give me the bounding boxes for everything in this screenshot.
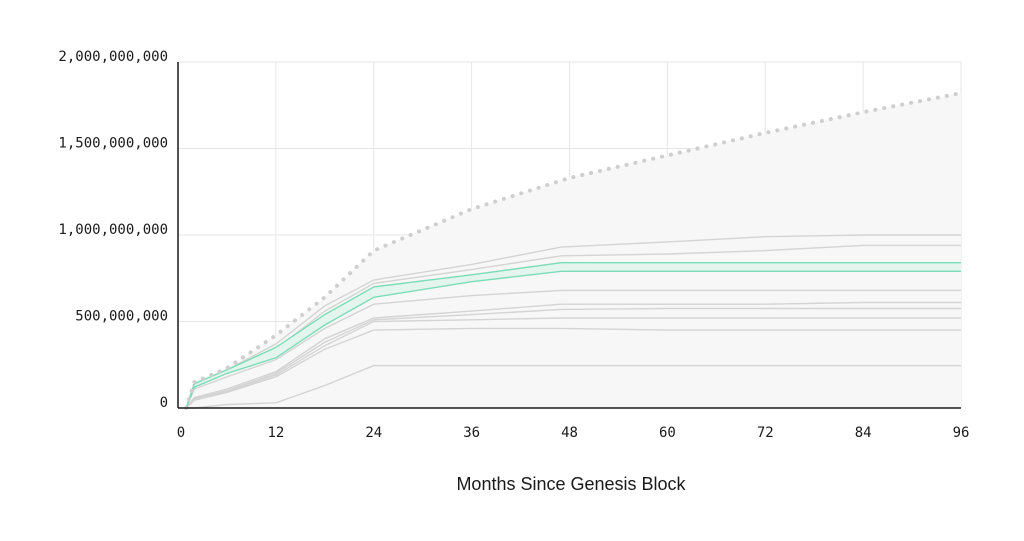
y-tick-label: 500,000,000 <box>75 309 168 325</box>
y-tick-labels: 0 500,000,000 1,000,000,000 1,500,000,000 2,… <box>58 49 168 411</box>
x-tick-label: 48 <box>561 425 578 441</box>
max-supply-area <box>186 93 961 408</box>
y-tick-label: 1,500,000,000 <box>58 136 168 152</box>
x-tick-label: 60 <box>659 425 676 441</box>
x-tick-label: 96 <box>953 425 970 441</box>
x-tick-labels: 0 12 24 36 48 60 72 84 96 <box>177 425 970 441</box>
x-tick-label: 0 <box>177 425 185 441</box>
highlight-band-lower-line <box>185 270 961 409</box>
x-tick-label: 36 <box>463 425 480 441</box>
max-supply-dotted-line <box>184 91 963 410</box>
y-tick-label: 1,000,000,000 <box>58 222 168 238</box>
x-tick-label: 84 <box>855 425 872 441</box>
series-line <box>185 301 961 409</box>
series-line <box>185 289 961 409</box>
x-tick-label: 12 <box>267 425 284 441</box>
y-tick-label: 0 <box>160 395 168 411</box>
highlight-band-upper-line <box>185 262 961 409</box>
series-line <box>185 307 961 409</box>
y-tick-label: 2,000,000,000 <box>58 49 168 65</box>
axes <box>177 62 961 409</box>
highlight-band-layer <box>185 262 961 409</box>
x-tick-label: 72 <box>757 425 774 441</box>
x-axis-label: Months Since Genesis Block <box>456 474 686 494</box>
series-line <box>186 364 961 409</box>
x-tick-label: 24 <box>365 425 382 441</box>
series-line <box>185 327 961 409</box>
series-line <box>185 317 961 409</box>
max-supply-layer <box>184 91 963 410</box>
max-supply-area-layer <box>186 93 961 408</box>
